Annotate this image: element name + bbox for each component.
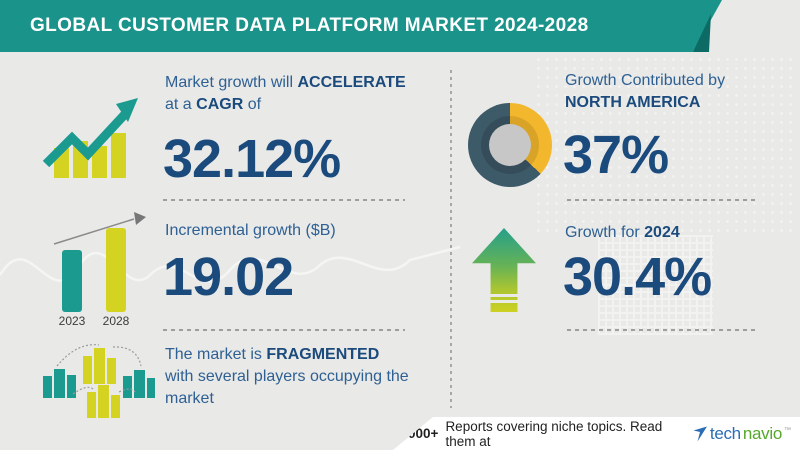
growth-2024-value: 30.4% xyxy=(563,247,712,307)
year-label-2023: 2023 xyxy=(58,314,86,328)
growth-2024-label: Growth for 2024 xyxy=(565,222,680,244)
divider-dashed-mid-2 xyxy=(163,329,405,331)
region-label-line2: NORTH AMERICA xyxy=(565,94,701,111)
region-label-line1: Growth Contributed by xyxy=(565,72,726,89)
column-divider-dashed xyxy=(450,70,452,408)
divider-dashed-right-1 xyxy=(567,199,759,201)
up-arrow-stripe xyxy=(490,294,518,297)
fragmented-normal-b: with several players occupying the marke… xyxy=(165,368,409,407)
technavio-sail-icon xyxy=(693,426,707,441)
year-bar-chart-icon: 2023 2028 xyxy=(46,206,150,332)
donut-center xyxy=(489,124,531,166)
up-arrow-stripe xyxy=(490,300,518,303)
page-title: GLOBAL CUSTOMER DATA PLATFORM MARKET 202… xyxy=(30,15,589,36)
cagr-statement: Market growth will ACCELERATE at a CAGR … xyxy=(165,72,406,116)
fragmented-buildings-icon xyxy=(43,344,155,418)
report-count: 17000+ xyxy=(393,426,439,441)
brand-tech: tech xyxy=(709,423,741,443)
cagr-statement-line1-normal: Market growth will xyxy=(165,74,298,91)
growth-2024-label-bold: 2024 xyxy=(644,224,680,241)
fragmented-statement: The market is FRAGMENTED with several pl… xyxy=(165,344,423,410)
fragmented-normal-a: The market is xyxy=(165,346,267,363)
cagr-value: 32.12% xyxy=(163,129,341,189)
header-banner: GLOBAL CUSTOMER DATA PLATFORM MARKET 202… xyxy=(0,0,722,52)
incremental-growth-value: 19.02 xyxy=(163,247,294,307)
fragmented-bold: FRAGMENTED xyxy=(266,346,380,363)
footer-bar: 17000+ Reports covering niche topics. Re… xyxy=(393,417,800,450)
region-label: Growth Contributed by NORTH AMERICA xyxy=(565,70,725,114)
bar-2023 xyxy=(62,250,82,312)
technavio-logo: tech navio ™ xyxy=(693,424,791,444)
donut-chart-icon xyxy=(468,103,552,187)
bar-2028 xyxy=(106,228,126,312)
footer-message: Reports covering niche topics. Read them… xyxy=(445,418,663,449)
region-value: 37% xyxy=(563,125,669,185)
cagr-statement-line2-normal-b: of xyxy=(243,96,262,113)
incremental-growth-label: Incremental growth ($B) xyxy=(165,222,336,239)
divider-dashed-mid-1 xyxy=(163,199,405,201)
growth-line-chart-icon xyxy=(42,98,138,178)
growth-2024-label-normal: Growth for xyxy=(565,224,645,241)
trend-arrow-icon xyxy=(53,212,146,245)
year-label-2028: 2028 xyxy=(102,314,130,328)
background-dot-map-texture xyxy=(534,55,794,235)
cagr-statement-line1-bold: ACCELERATE xyxy=(297,74,406,91)
background-grid-texture xyxy=(598,235,713,335)
divider-dashed-right-2 xyxy=(567,329,759,331)
trademark-symbol: ™ xyxy=(784,426,791,434)
cagr-statement-line2-bold: CAGR xyxy=(196,96,244,113)
cagr-statement-line2-normal-a: at a xyxy=(165,96,197,113)
brand-navio: navio xyxy=(742,423,782,443)
